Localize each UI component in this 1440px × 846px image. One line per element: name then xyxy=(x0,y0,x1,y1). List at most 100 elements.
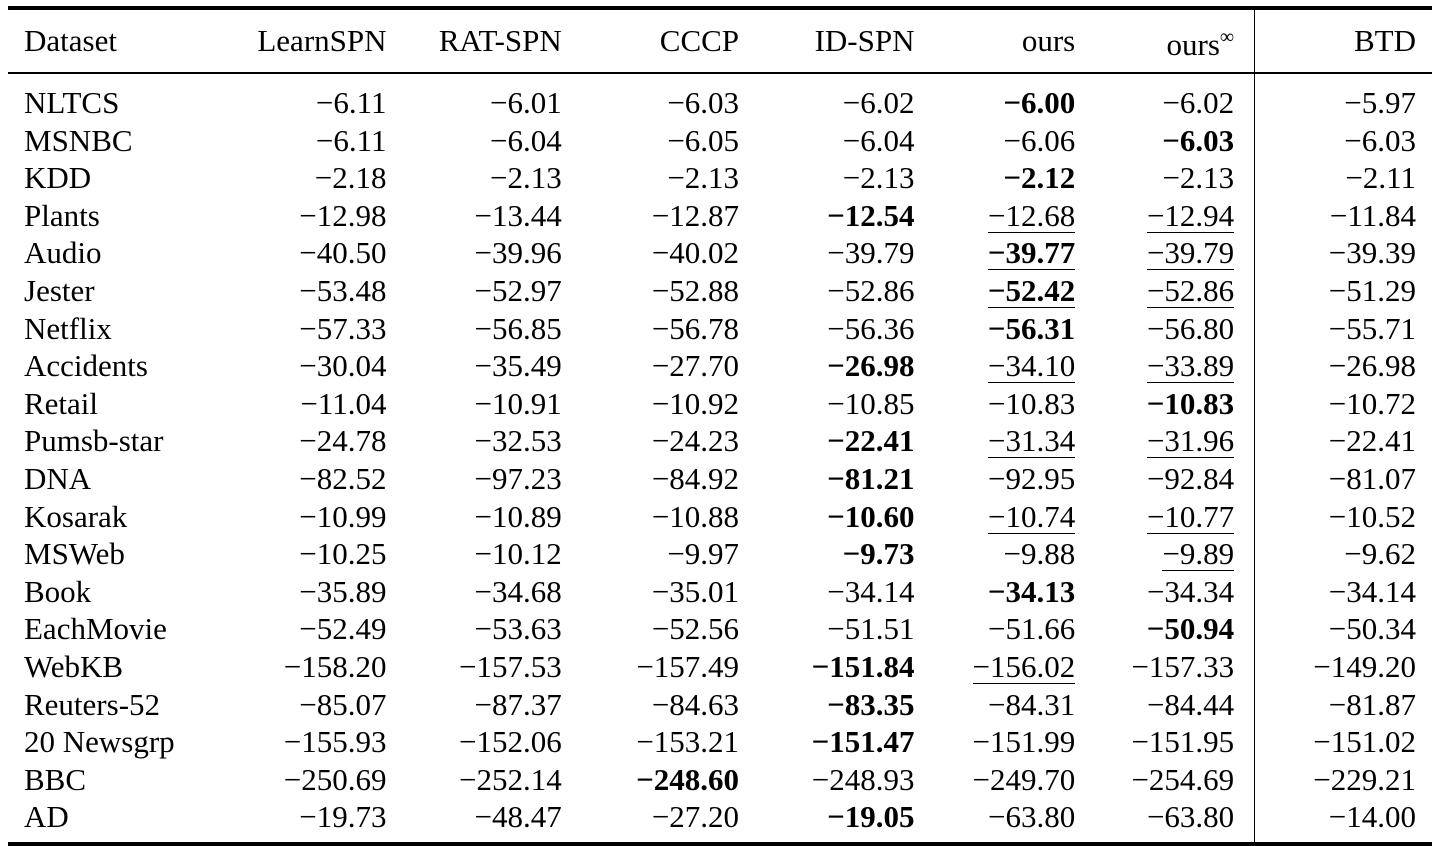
score-cell: −52.88 xyxy=(562,272,739,310)
best-score-value: −248.60 xyxy=(636,761,740,797)
score-cell: −10.77 xyxy=(1075,498,1254,536)
score-value: −12.87 xyxy=(651,197,740,233)
score-value: −92.84 xyxy=(1146,460,1235,496)
best-score-value: −26.98 xyxy=(827,348,915,384)
infinity-superscript: ∞ xyxy=(1219,26,1235,48)
score-cell: −31.34 xyxy=(915,422,1076,460)
score-value: −57.33 xyxy=(299,310,387,346)
score-cell: −87.37 xyxy=(387,686,562,724)
score-value: −84.63 xyxy=(651,686,740,722)
dataset-name: KDD xyxy=(24,160,92,196)
table-row: WebKB −158.20 −157.53 −157.49 −151.84 −156.02… xyxy=(8,647,1432,686)
dataset-name: Netflix xyxy=(24,310,112,346)
score-value: −2.13 xyxy=(490,160,562,196)
score-value: −12.94 xyxy=(1146,197,1235,233)
score-cell: −2.13 xyxy=(739,159,915,197)
score-cell: −81.21 xyxy=(739,460,914,498)
table-row: Accidents −30.04 −35.49 −27.70 −26.98 −34.10 −… xyxy=(8,347,1432,385)
score-value: −84.92 xyxy=(651,460,740,496)
dataset-name: MSNBC xyxy=(24,122,133,158)
score-value: −149.20 xyxy=(1313,648,1416,684)
score-value: −51.29 xyxy=(1328,272,1416,308)
score-value: −10.83 xyxy=(988,385,1076,421)
header-ours-infinity: ours∞ xyxy=(1075,8,1254,73)
score-value: −56.36 xyxy=(827,310,915,346)
best-score-value: −151.47 xyxy=(811,724,915,760)
best-score-value: −56.31 xyxy=(987,310,1076,346)
score-value: −6.03 xyxy=(1344,122,1416,158)
header-row: Dataset LearnSPN RAT-SPN CCCP ID-SPN our… xyxy=(8,8,1432,73)
table-row: 20 Newsgrp −155.93 −152.06 −153.21 −151.47 −1… xyxy=(8,723,1432,761)
dataset-name: EachMovie xyxy=(24,611,167,647)
score-cell: −52.49 xyxy=(211,610,386,648)
header-cccp: CCCP xyxy=(659,23,740,58)
score-value: −2.13 xyxy=(842,160,915,196)
score-cell: −34.68 xyxy=(387,573,562,611)
score-cell: −22.41 xyxy=(739,422,914,460)
dataset-name: 20 Newsgrp xyxy=(24,724,175,760)
score-cell: −151.99 xyxy=(915,723,1076,761)
score-cell: −6.02 xyxy=(1075,73,1254,122)
score-cell: −152.06 xyxy=(387,723,562,761)
results-table: Dataset LearnSPN RAT-SPN CCCP ID-SPN our… xyxy=(8,6,1432,846)
score-cell: −10.25 xyxy=(211,535,387,573)
score-cell: −82.52 xyxy=(211,460,386,498)
table-row: Reuters-52 −85.07 −87.37 −84.63 −83.35 −84.31… xyxy=(8,685,1432,724)
score-cell: −10.99 xyxy=(211,498,386,536)
score-value: −51.51 xyxy=(827,611,915,647)
best-score-value: −50.94 xyxy=(1146,611,1235,647)
dataset-name: Jester xyxy=(24,272,95,308)
score-value: −10.77 xyxy=(1146,498,1235,534)
score-cell: −56.31 xyxy=(915,310,1076,348)
score-cell: −34.34 xyxy=(1075,573,1254,611)
score-value: −254.69 xyxy=(1131,761,1235,797)
score-cell: −157.33 xyxy=(1075,648,1254,686)
score-cell: −2.11 xyxy=(1254,159,1432,197)
table-row: Book −35.89 −34.68 −35.01 −34.14 −34.13 −34.34… xyxy=(8,572,1432,611)
score-value: −10.92 xyxy=(651,385,740,421)
score-cell: −81.07 xyxy=(1254,459,1432,498)
score-cell: −9.97 xyxy=(562,535,739,573)
table-row: MSWeb −10.25 −10.12 −9.97 −9.73 −9.88 −9.89 −9.… xyxy=(8,535,1432,573)
score-cell: −229.21 xyxy=(1254,760,1432,799)
score-value: −97.23 xyxy=(474,460,562,496)
score-value: −157.33 xyxy=(1131,648,1235,684)
score-value: −151.99 xyxy=(972,724,1076,760)
best-score-value: −9.73 xyxy=(842,536,915,572)
score-value: −10.25 xyxy=(299,536,387,572)
score-cell: −6.03 xyxy=(1075,122,1254,160)
score-value: −33.89 xyxy=(1146,348,1235,384)
score-cell: −6.11 xyxy=(211,73,387,122)
header-dataset: Dataset xyxy=(24,23,117,58)
score-value: −2.18 xyxy=(314,160,387,196)
score-cell: −63.80 xyxy=(915,798,1075,844)
score-value: −63.80 xyxy=(1146,799,1235,835)
score-cell: −48.47 xyxy=(387,798,562,844)
score-cell: −12.98 xyxy=(211,197,386,235)
score-cell: −6.04 xyxy=(387,122,562,160)
score-cell: −10.83 xyxy=(915,385,1076,423)
dataset-name: Plants xyxy=(24,197,100,233)
score-value: −52.86 xyxy=(1146,272,1235,308)
score-cell: −249.70 xyxy=(915,761,1076,799)
score-cell: −27.20 xyxy=(562,798,739,844)
score-cell: −10.52 xyxy=(1254,497,1432,536)
score-value: −24.78 xyxy=(299,423,387,459)
score-cell: −6.00 xyxy=(915,73,1075,122)
score-cell: −12.54 xyxy=(739,197,914,235)
score-cell: −92.95 xyxy=(915,460,1075,498)
score-cell: −31.96 xyxy=(1075,422,1254,460)
score-cell: −156.02 xyxy=(915,648,1076,686)
table-row: KDD −2.18 −2.13 −2.13 −2.13 −2.12 −2.13 −2.11 xyxy=(8,159,1432,197)
score-cell: −35.89 xyxy=(211,573,386,611)
score-value: −56.85 xyxy=(474,310,562,346)
score-cell: −14.00 xyxy=(1254,798,1432,844)
score-value: −249.70 xyxy=(972,761,1076,797)
score-cell: −39.96 xyxy=(387,234,562,272)
score-value: −10.85 xyxy=(827,385,915,421)
score-cell: −2.13 xyxy=(562,159,739,197)
score-cell: −248.60 xyxy=(562,761,739,799)
score-cell: −35.49 xyxy=(387,347,562,385)
score-value: −52.56 xyxy=(651,611,740,647)
score-cell: −34.13 xyxy=(915,573,1075,611)
